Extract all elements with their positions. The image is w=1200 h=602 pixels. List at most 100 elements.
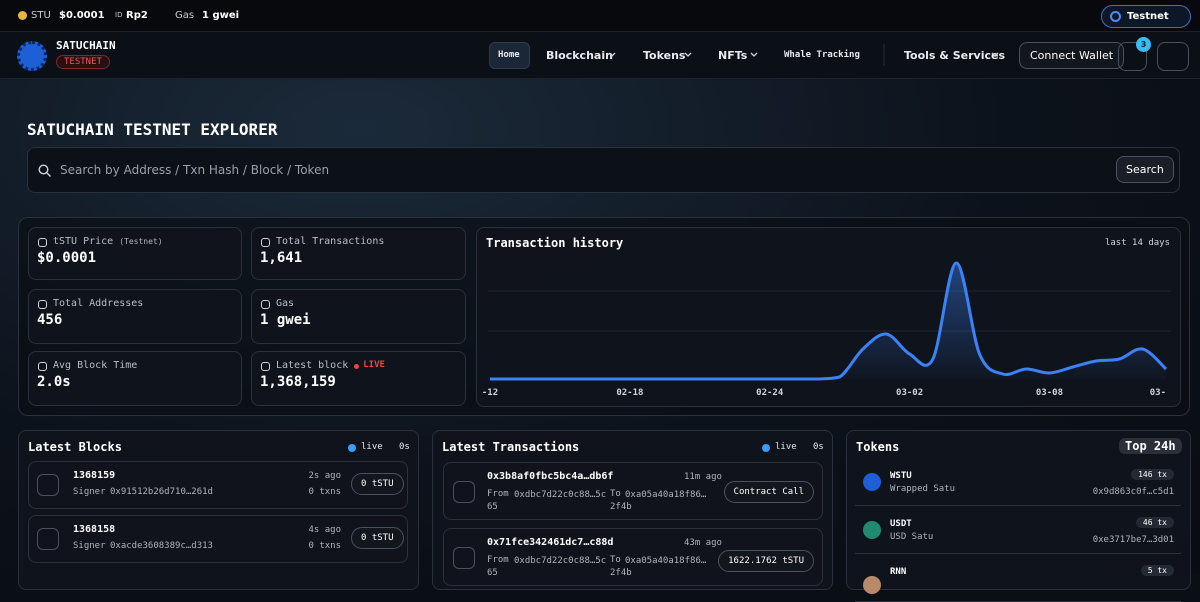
x-tick-label: -12 — [482, 388, 498, 398]
stat-icon — [38, 362, 47, 371]
tokens-badge[interactable]: Top 24h — [1119, 438, 1182, 454]
stat-icon — [38, 300, 47, 309]
token-logo — [863, 521, 881, 539]
nav-bar: SATUCHAIN TESTNET Home Blockchain Tokens… — [0, 32, 1200, 79]
tx-row[interactable]: 0x71fce342461dc7…c88d 43m ago From 0xdbc7d2… — [443, 528, 823, 586]
nav-item[interactable]: Home — [498, 50, 520, 60]
from: 0xdbc7d22c0c88…5c65 — [487, 490, 607, 512]
theme-toggle[interactable] — [1157, 42, 1189, 71]
stat-card: tSTU Price (Testnet) $0.0001 — [28, 227, 242, 280]
home-highlight — [489, 42, 530, 69]
network-switch[interactable]: Testnet — [1101, 5, 1191, 28]
tokens-title: Tokens — [856, 440, 900, 454]
logo[interactable] — [17, 41, 47, 71]
nav-icons — [608, 44, 999, 66]
history-chart: -12 02-18 02-24 03-02 03-08 03- — [482, 261, 1171, 398]
transactions-title: Latest Transactions — [442, 440, 580, 454]
x-tick-label: 02-18 — [616, 388, 643, 398]
stat-card: Total Addresses 456 — [28, 289, 242, 344]
brand[interactable]: SATUCHAIN — [56, 39, 116, 52]
block-icon — [37, 474, 59, 496]
stat-label: tSTU Price — [53, 236, 114, 247]
blocks-panel: Latest Blocks live 0s — [18, 430, 419, 590]
stat-value: 1 gwei — [260, 312, 311, 328]
token-row[interactable]: RNN 5 tx — [855, 556, 1181, 602]
block-number: 1368158 — [73, 524, 116, 535]
signer: 0x91512b26d710…261d — [110, 487, 213, 497]
testnet-badge: TESTNET — [56, 55, 110, 69]
token-logo — [863, 473, 881, 491]
tx-icon — [453, 547, 475, 569]
block-row[interactable]: 1368158 Signer 0xacde3608389c…d313 4s ago 0 … — [28, 515, 408, 563]
from-label: From — [487, 489, 509, 499]
search-box[interactable]: Search by Address / Txn Hash / Block / T… — [27, 147, 1180, 193]
live: live — [361, 442, 383, 452]
to: 0xa05a40a18f86…2f4b — [610, 556, 707, 578]
to: 0xa05a40a18f86…2f4b — [610, 490, 707, 512]
nav-item[interactable]: Tokens — [643, 49, 686, 62]
history-card: Transaction history last 14 days -12 02-1… — [476, 227, 1181, 407]
live: live — [775, 442, 797, 452]
live-age: 0s — [813, 442, 824, 452]
nav-item[interactable]: Whale Tracking — [784, 50, 860, 60]
signer-label: Signer — [73, 487, 106, 497]
stat-label: Latest block — [276, 360, 349, 371]
gas-value: 1 gwei — [202, 10, 240, 21]
token-tx: 5 tx — [1140, 565, 1174, 576]
price: $0.0001 — [59, 10, 105, 21]
connect-wallet[interactable]: Connect Wallet — [1019, 42, 1125, 69]
x-tick-label: 03- — [1150, 388, 1166, 398]
live-dot — [354, 364, 360, 369]
token-tx: 146 tx — [1131, 469, 1174, 480]
id-label: ID — [115, 11, 123, 19]
to-label: To — [610, 555, 621, 565]
top-bar: STU $0.0001 ID Rp2 Gas 1 gwei Testnet — [0, 0, 1200, 32]
token-row[interactable]: WSTU Wrapped Satu 146 tx 0x9d863c0f…c5d1 — [855, 460, 1181, 506]
tx-age: 11m ago — [684, 472, 722, 482]
coin-icon — [18, 11, 27, 20]
stat-value: 456 — [37, 312, 63, 328]
token-symbol: WSTU — [890, 471, 912, 481]
notification-count: 3 — [1136, 37, 1151, 52]
tx-badge: Contract Call — [723, 481, 814, 503]
live-dot — [348, 444, 356, 452]
stat-label: Gas — [276, 298, 295, 309]
x-tick-label: 02-24 — [756, 388, 784, 398]
block-row[interactable]: 1368159 Signer 0x91512b26d710…261d 2s ago 0 … — [28, 461, 408, 509]
stat-card: Gas 1 gwei — [251, 289, 466, 344]
tx-row[interactable]: 0x3b8af0fbc5bc4a…db6f 11m ago From 0xdbc7d2… — [443, 462, 823, 520]
notifications[interactable] — [1118, 42, 1147, 71]
token-name: USD Satu — [890, 532, 934, 542]
nav-item[interactable]: NFTs — [718, 49, 748, 62]
signer-label: Signer — [73, 541, 106, 551]
token-symbol: RNN — [890, 567, 907, 577]
tx-hash: 0x71fce342461dc7…c88d — [487, 537, 614, 548]
nav-item[interactable]: Blockchain — [546, 49, 613, 62]
block-number: 1368159 — [73, 470, 116, 481]
token-symbol: USDT — [890, 519, 912, 529]
nav-item[interactable]: Tools & Services — [904, 49, 1006, 62]
network-icon — [1110, 11, 1121, 22]
tx-hash: 0x3b8af0fbc5bc4a…db6f — [487, 471, 614, 482]
stat-icon — [261, 238, 270, 247]
token-logo — [863, 576, 881, 594]
stat-value: 1,368,159 — [260, 374, 336, 390]
stat-label: Total Transactions — [276, 236, 385, 247]
stat-card: Latest block LIVE 1,368,159 — [251, 351, 466, 406]
network: Testnet — [1127, 11, 1169, 22]
stat-icon — [38, 238, 47, 247]
stat-label: Total Addresses — [53, 298, 144, 309]
history-title: Transaction history — [486, 236, 624, 250]
price-symbol: STU — [31, 10, 51, 21]
token-name: Wrapped Satu — [890, 484, 956, 494]
block-txns: 0 txns — [308, 487, 341, 497]
stat-note: (Testnet) — [119, 237, 163, 246]
search-button[interactable]: Search — [1116, 156, 1174, 183]
token-address: 0x9d863c0f…c5d1 — [1092, 487, 1174, 497]
token-row[interactable]: USDT USD Satu 46 tx 0xe3717be7…3d01 — [855, 508, 1181, 554]
tx-icon — [453, 481, 475, 503]
x-tick-label: 03-02 — [896, 388, 923, 398]
signer: 0xacde3608389c…d313 — [110, 541, 213, 551]
stat-icon — [261, 362, 270, 371]
blocks-title: Latest Blocks — [28, 440, 122, 454]
